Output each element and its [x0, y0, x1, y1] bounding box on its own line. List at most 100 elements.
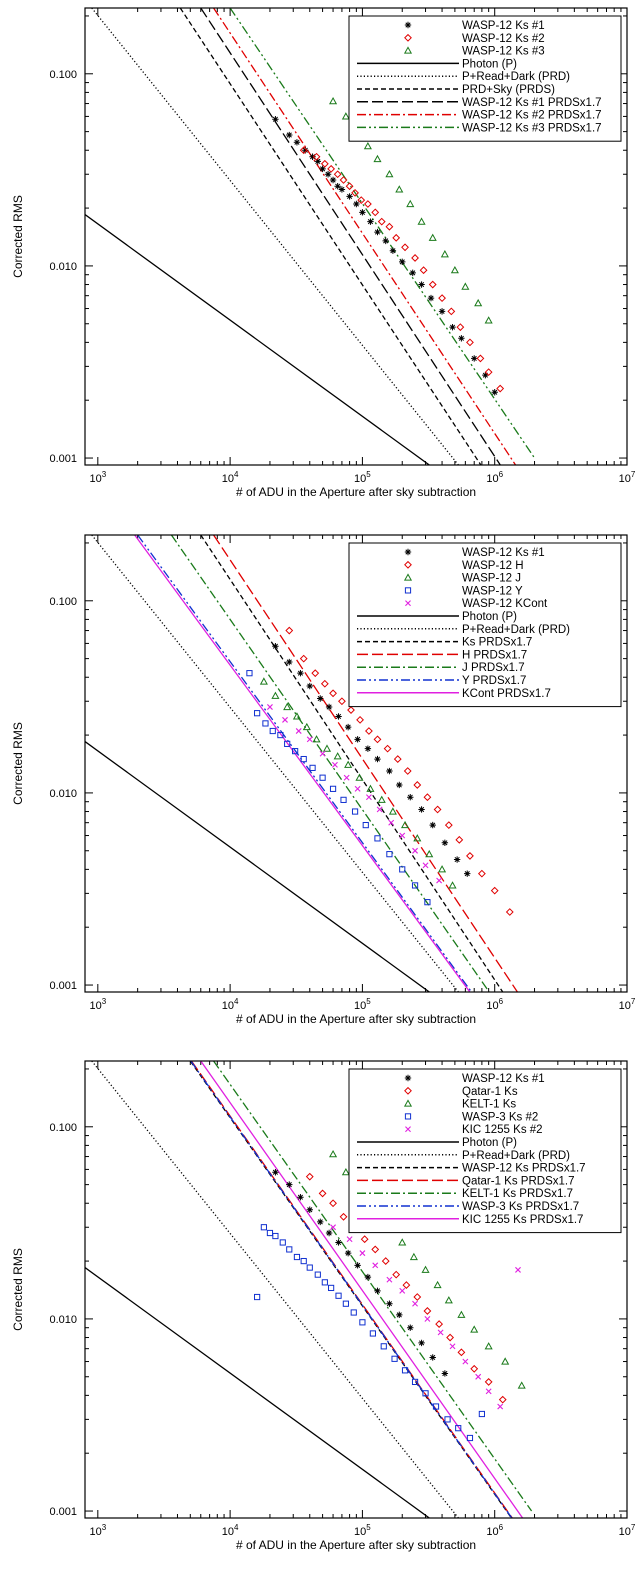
data-point: [444, 821, 453, 830]
data-point: [327, 164, 336, 173]
series-line: [170, 535, 490, 992]
data-point: [429, 1354, 436, 1361]
data-point: [484, 368, 493, 377]
data-point: [470, 1364, 479, 1373]
y-tick-label: 0.100: [49, 596, 77, 608]
data-point: [418, 1339, 425, 1347]
data-point: [292, 712, 301, 720]
data-point: [297, 1194, 304, 1201]
data-point: [398, 1238, 407, 1246]
data-point: [341, 112, 350, 120]
data-point: [353, 200, 360, 208]
y-tick-label: 0.010: [49, 261, 77, 273]
data-point: [302, 722, 311, 731]
y-axis-label: Corrected RMS: [11, 195, 25, 278]
data-point: [505, 908, 514, 916]
series-points: [329, 96, 493, 324]
data-point: [271, 691, 280, 699]
series-line: [179, 8, 482, 465]
data-point: [312, 152, 321, 161]
legend-marker: [404, 33, 412, 42]
data-point: [462, 1358, 469, 1365]
legend-label: WASP-12 J: [462, 573, 521, 585]
data-point: [305, 1172, 314, 1181]
data-point: [266, 704, 273, 710]
data-point: [389, 247, 397, 254]
data-point: [283, 702, 292, 711]
x-tick-label: 107: [619, 470, 636, 485]
data-point: [338, 186, 346, 193]
data-point: [438, 308, 446, 315]
legend-marker: [403, 573, 413, 581]
data-point: [357, 196, 366, 205]
data-point: [475, 1373, 482, 1380]
legend-label: WASP-12 Y: [462, 585, 523, 597]
data-point: [320, 159, 329, 168]
data-point: [455, 835, 464, 844]
series-line: [213, 1061, 533, 1512]
data-point: [424, 899, 431, 906]
legend-marker: [405, 600, 411, 607]
data-point: [312, 735, 321, 743]
series-line: [200, 535, 504, 992]
data-point: [345, 182, 354, 191]
data-point: [484, 1342, 493, 1350]
data-point: [423, 1307, 432, 1315]
data-point: [409, 269, 416, 277]
data-point: [329, 689, 337, 698]
series-points: [272, 1169, 449, 1377]
data-point: [470, 1325, 479, 1333]
y-axis-label: Corrected RMS: [11, 722, 25, 805]
data-point: [383, 744, 392, 753]
series-line: [85, 741, 431, 992]
data-point: [476, 354, 485, 363]
data-point: [412, 1300, 419, 1307]
data-point: [328, 1284, 335, 1292]
data-point: [422, 1390, 429, 1397]
plot-area: [85, 8, 536, 465]
data-point: [411, 254, 419, 262]
data-point: [344, 760, 353, 768]
data-point: [344, 723, 352, 731]
data-point: [300, 1257, 307, 1265]
data-point: [266, 1229, 274, 1237]
data-point: [386, 767, 393, 775]
data-point: [433, 805, 442, 814]
x-tick-label: 104: [222, 997, 239, 1012]
data-point: [399, 1287, 406, 1294]
data-point: [293, 139, 301, 146]
data-point: [343, 774, 350, 781]
series-points: [305, 1172, 507, 1404]
data-point: [306, 682, 313, 690]
data-point: [444, 1416, 451, 1423]
data-point: [425, 849, 434, 858]
data-point: [377, 217, 386, 226]
legend-label: WASP-12 Ks #1 PRDSx1.7: [462, 97, 602, 109]
data-point: [399, 832, 406, 839]
data-point: [440, 250, 449, 258]
legend-label: KELT-1 Ks PRDSx1.7: [462, 1188, 573, 1200]
data-point: [282, 716, 288, 723]
data-point: [373, 154, 382, 163]
chart-panel-2: 103 104 105 106 107 0.001 0.010 0.100 # of ADU i…: [11, 534, 636, 1026]
data-point: [272, 1169, 279, 1176]
legend-label: Photon (P): [462, 1137, 517, 1149]
data-point: [309, 764, 316, 771]
legend-label: WASP-12 Ks #2: [462, 33, 545, 45]
data-point: [333, 170, 342, 179]
data-point: [411, 882, 419, 889]
data-point: [437, 1329, 444, 1336]
chart-panel-1: 103 104 105 106 107 0.001 0.010 0.100 # of ADU i…: [11, 7, 636, 499]
data-point: [422, 862, 429, 869]
data-point: [386, 851, 393, 858]
data-point: [359, 209, 366, 216]
x-tick-label: 105: [354, 1523, 371, 1538]
series-line: [213, 535, 519, 992]
legend-label: WASP-12 Ks #3: [462, 46, 545, 58]
x-tick-label: 106: [486, 997, 503, 1012]
data-point: [374, 228, 381, 236]
legend-label: WASP-12 KCont: [462, 598, 548, 610]
data-point: [386, 1276, 393, 1283]
series-line: [200, 8, 502, 465]
